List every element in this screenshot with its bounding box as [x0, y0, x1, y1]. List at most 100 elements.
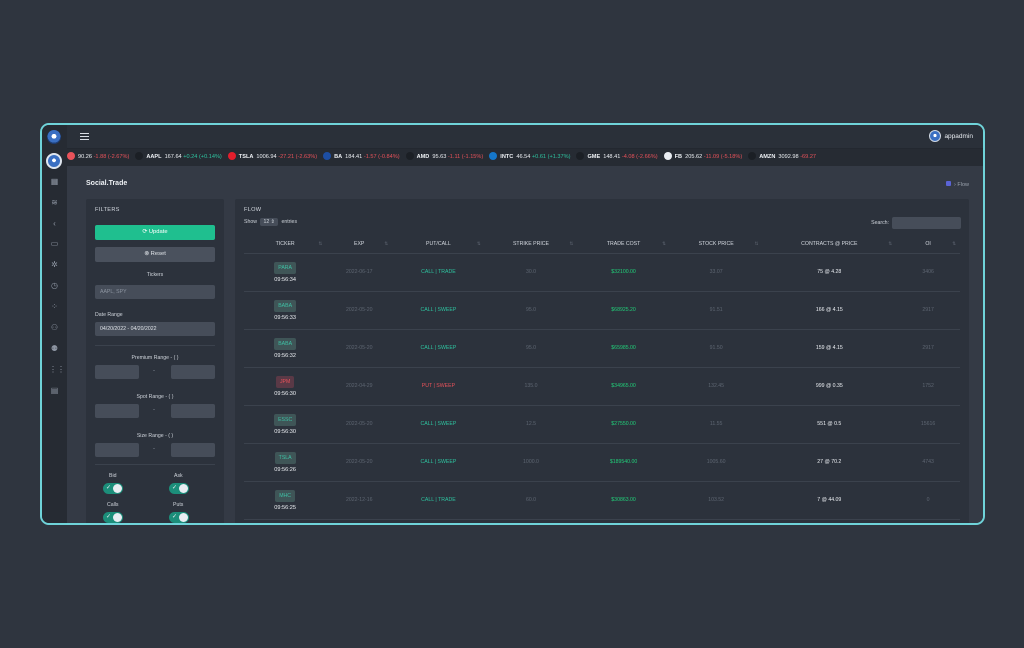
stock-price-cell: 103.52	[669, 481, 763, 520]
puts-toggle[interactable]: ✓	[169, 512, 189, 523]
contracts-cell: 166 @ 4.15	[762, 291, 897, 330]
table-row[interactable]: BABA 09:56:33 2022-05-20 CALL | SWEEP 95.0 $6…	[244, 291, 960, 330]
breadcrumb: › Flow	[946, 181, 969, 188]
column-header[interactable]: EXP ⇅	[326, 235, 393, 254]
type-cell: CALL | SWEEP	[392, 291, 485, 330]
logo-icon[interactable]	[47, 130, 61, 144]
ticker-badge[interactable]: JPM	[275, 375, 295, 388]
flow-icon[interactable]: ≋	[51, 198, 58, 207]
premium-max-input[interactable]	[171, 365, 215, 379]
sort-icon: ⇅	[569, 240, 574, 246]
brand-avatar-icon[interactable]	[46, 153, 62, 169]
column-header[interactable]: TRADE COST ⇅	[577, 235, 670, 254]
calendar-icon[interactable]: ▭	[50, 239, 59, 248]
menu-icon[interactable]	[80, 133, 89, 140]
table-row[interactable]: JPM 09:56:30 2022-04-29 PUT | SWEEP 135.0 $34…	[244, 367, 960, 406]
entries-select[interactable]: 12 ⇕	[260, 218, 279, 226]
username: appadmin	[944, 132, 973, 140]
share-icon[interactable]: ‹	[53, 219, 56, 228]
ticker-item[interactable]: AMZN 3092.98 -69.27	[748, 149, 816, 166]
ticker-item[interactable]: INTC 46.54 +0.61 (+1.37%)	[489, 149, 570, 166]
ticker-item[interactable]: TSLA 1006.94 -27.21 (-2.63%)	[227, 149, 317, 166]
keyboard-icon[interactable]: ▤	[50, 386, 59, 395]
check-icon: ✓	[172, 514, 178, 520]
facebook-icon	[663, 151, 672, 160]
exp-cell: 2022-05-20	[326, 291, 393, 330]
trade-time: 09:56:25	[274, 504, 297, 511]
size-range-label: Size Range - ( )	[136, 433, 174, 439]
exp-cell: 2022-05-20	[326, 443, 393, 482]
users-icon[interactable]: ⚉	[50, 344, 59, 353]
tickers-input[interactable]: AAPL, SPY	[95, 285, 215, 299]
ticker-symbol: AMZN	[759, 154, 776, 160]
avatar	[929, 130, 942, 142]
ticker-badge[interactable]: BABA	[274, 299, 297, 312]
amazon-icon	[748, 151, 757, 160]
divider	[95, 464, 215, 465]
clock-icon[interactable]: ◷	[51, 281, 58, 290]
user-menu[interactable]: appadmin	[929, 130, 973, 142]
breadcrumb-sep: ›	[954, 182, 958, 188]
size-min-input[interactable]	[95, 443, 139, 457]
toggle-knob	[113, 484, 122, 493]
apps-icon[interactable]: ⋮⋮	[49, 365, 65, 374]
user-add-icon[interactable]: ⚇	[50, 323, 59, 332]
show-label: Show	[244, 219, 257, 225]
trade-time: 09:56:26	[274, 466, 297, 473]
range-sep: -	[153, 368, 155, 374]
ticker-badge[interactable]: MHC	[275, 489, 296, 502]
date-range-input[interactable]: 04/20/2022 - 04/20/2022	[95, 322, 215, 336]
ticker-item[interactable]: AAPL 167.64 +0.24 (+0.14%)	[135, 149, 222, 166]
table-row[interactable]: TSLA 09:56:26 2022-05-20 CALL | SWEEP 1000.0…	[244, 443, 960, 482]
calls-toggle[interactable]: ✓	[103, 512, 123, 523]
ask-toggle[interactable]: ✓	[169, 483, 189, 494]
premium-min-input[interactable]	[95, 365, 139, 379]
trade-time: 09:56:34	[274, 276, 297, 283]
column-header[interactable]: STRIKE PRICE ⇅	[484, 235, 578, 254]
contracts-cell: 27 @ 70.2	[762, 443, 897, 482]
ticker-item[interactable]: GME 148.41 -4.08 (-2.66%)	[576, 149, 658, 166]
spot-min-input[interactable]	[95, 404, 139, 418]
table-row[interactable]: BABA 09:56:32 2022-05-20 CALL | SWEEP 95.0 $6…	[244, 329, 960, 368]
top-bar: appadmin	[67, 125, 983, 149]
bid-toggle[interactable]: ✓	[103, 483, 123, 494]
table-row[interactable]: MHC 09:56:25 2022-12-16 CALL | TRADE 60.0 $30…	[244, 481, 960, 520]
column-header[interactable]: STOCK PRICE ⇅	[669, 235, 763, 254]
column-header[interactable]: OI ⇅	[896, 235, 960, 254]
ticker-badge[interactable]: PARA	[274, 261, 297, 274]
ticker-item[interactable]: 90.26 -1.88 (-2.67%)	[67, 149, 129, 166]
ticker-badge[interactable]: TSLA	[274, 451, 296, 464]
column-header[interactable]: PUT/CALL ⇅	[392, 235, 485, 254]
ticker-item[interactable]: AMD 95.63 -1.11 (-1.15%)	[405, 149, 483, 166]
column-header[interactable]: TICKER ⇅	[244, 235, 327, 254]
column-header[interactable]: CONTRACTS @ PRICE ⇅	[762, 235, 897, 254]
cost-cell: $65985.00	[577, 329, 670, 368]
entries-value: 12	[263, 219, 270, 225]
ticker-item[interactable]: BA 184.41 -1.57 (-0.84%)	[323, 149, 400, 166]
breadcrumb-item-flow[interactable]: Flow	[957, 182, 969, 188]
update-button[interactable]: ⟳ Update	[95, 225, 215, 240]
reset-button[interactable]: ⊗ Reset	[95, 247, 215, 262]
dashboard-icon[interactable]: ▦	[50, 177, 59, 186]
home-icon[interactable]	[946, 181, 951, 186]
settings-icon[interactable]: ✲	[51, 260, 58, 269]
grid-icon[interactable]: ⁘	[51, 302, 58, 311]
ticker-symbol: AAPL	[146, 154, 162, 160]
size-max-input[interactable]	[171, 443, 215, 457]
spot-max-input[interactable]	[171, 404, 215, 418]
stock-price-cell: 91.51	[669, 291, 763, 330]
table-row[interactable]: PARA 09:56:34 2022-06-17 CALL | TRADE 30.0 $3…	[244, 253, 960, 292]
ticker-item[interactable]: FB 205.62 -11.09 (-5.18%)	[663, 149, 742, 166]
column-label: STRIKE PRICE	[512, 240, 550, 247]
sort-icon: ⇅	[384, 240, 389, 246]
entries-label: entries	[281, 219, 298, 225]
ticker-badge[interactable]: ESSC	[274, 413, 297, 426]
trade-time: 09:56:32	[274, 352, 297, 359]
column-label: TICKER	[275, 240, 295, 247]
table-row[interactable]: ESSC 09:56:30 2022-05-20 CALL | SWEEP 12.5 $2…	[244, 405, 960, 444]
ticker-price: 148.41	[603, 154, 621, 160]
ticker-badge[interactable]: BABA	[274, 337, 297, 350]
app-window: ▦ ≋ ‹ ▭ ✲ ◷ ⁘ ⚇ ⚉ ⋮⋮ ▤ appadmin 90.26 -1…	[40, 123, 985, 525]
column-label: PUT/CALL	[426, 240, 451, 247]
search-input[interactable]	[892, 217, 961, 229]
